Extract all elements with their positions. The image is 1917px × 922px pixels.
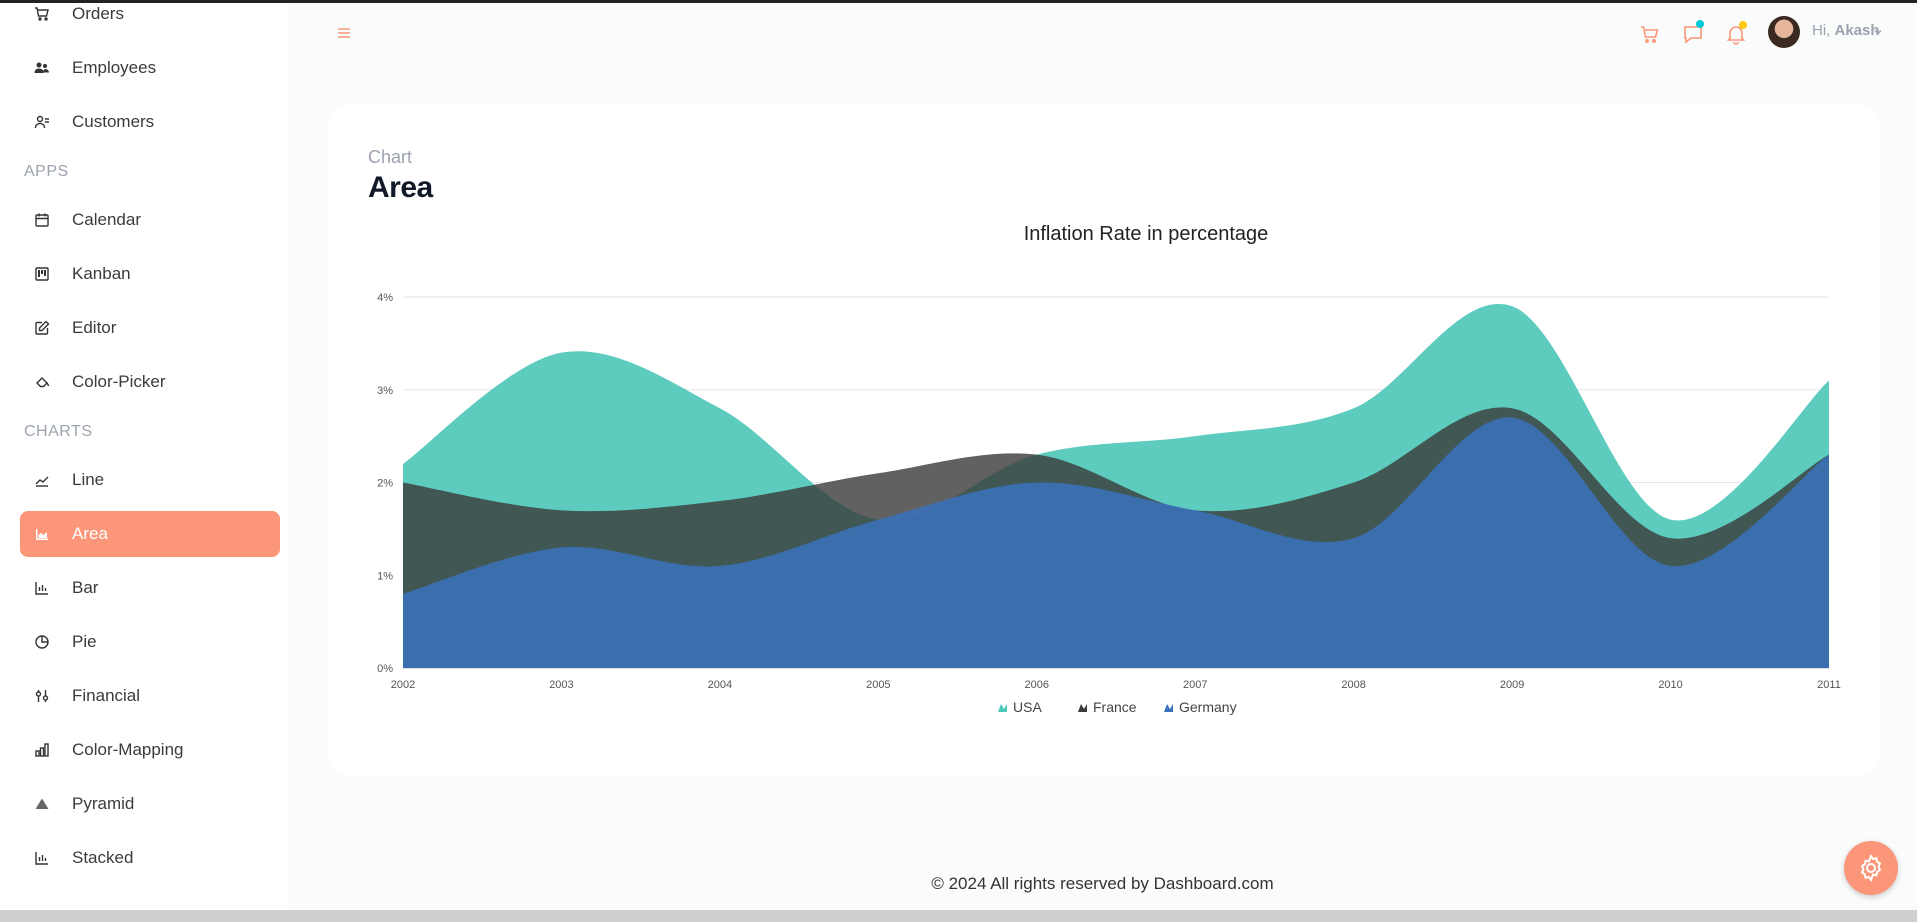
sidebar-item-area[interactable]: Area [20,511,280,557]
sidebar-item-label: Color-Picker [72,372,166,391]
legend-label: France [1093,699,1137,715]
sidebar-item-label: Financial [72,686,141,705]
sidebar-item-label: Customers [72,112,155,131]
pyramid-icon [20,796,64,812]
area-series-germany [403,417,1829,668]
sidebar: Orders Employees Customers APPS Calendar… [0,0,288,910]
username: Akash [1834,22,1880,39]
sidebar-item-stacked[interactable]: Stacked [20,835,280,881]
customers-icon [20,114,64,130]
y-tick-label: 0% [377,663,393,675]
sidebar-item-label: Color-Mapping [72,740,184,759]
y-tick-label: 2% [377,478,393,490]
stacked-icon [20,850,64,866]
sidebar-item-label: Bar [72,578,99,597]
cart-icon [20,6,64,22]
x-tick-label: 2002 [391,679,415,691]
employees-icon [20,60,64,76]
sidebar-item-pie[interactable]: Pie [20,619,280,665]
chat-icon[interactable] [1681,20,1705,46]
sidebar-item-calendar[interactable]: Calendar [20,197,280,243]
sidebar-item-customers[interactable]: Customers [20,99,280,145]
sidebar-item-employees[interactable]: Employees [20,45,280,91]
sidebar-item-color-mapping[interactable]: Color-Mapping [20,727,280,773]
x-tick-label: 2007 [1183,679,1207,691]
sidebar-item-pyramid[interactable]: Pyramid [20,781,280,827]
x-tick-label: 2005 [866,679,890,691]
legend-marker [1164,704,1173,712]
sidebar-item-kanban[interactable]: Kanban [20,251,280,297]
sidebar-item-color-picker[interactable]: Color-Picker [20,359,280,405]
legend-marker [998,704,1007,712]
x-tick-label: 2003 [549,679,573,691]
x-tick-label: 2011 [1817,679,1841,691]
user-greeting[interactable]: Hi, Akash [1812,22,1880,39]
x-tick-label: 2009 [1500,679,1524,691]
greeting-text: Hi, [1812,22,1831,39]
sidebar-item-label: Pyramid [72,794,135,813]
settings-button[interactable] [1844,841,1898,895]
cart-icon[interactable] [1638,22,1662,46]
sidebar-item-financial[interactable]: Financial [20,673,280,719]
chat-notification-dot [1696,20,1704,28]
legend-label: USA [1013,699,1042,715]
y-tick-label: 4% [377,292,393,304]
sidebar-item-label: Employees [72,58,157,77]
sidebar-heading-charts: CHARTS [24,423,93,440]
sidebar-item-label: Pie [72,632,97,651]
sidebar-item-label: Orders [72,4,124,23]
sidebar-item-label: Calendar [72,210,141,229]
line-chart-icon [20,472,64,488]
footer: © 2024 All rights reserved by Dashboard.… [931,874,1274,893]
sidebar-item-line[interactable]: Line [20,457,280,503]
x-tick-label: 2010 [1658,679,1682,691]
area-chart: Inflation Rate in percentage 0% 1% 2% 3% 4% 20… [328,213,1880,733]
legend-marker [1078,704,1087,712]
legend-label: Germany [1179,699,1237,715]
sidebar-item-orders[interactable]: Orders [20,0,280,37]
page-title: Area [368,171,433,204]
chart-title: Inflation Rate in percentage [1024,223,1269,245]
bell-notification-dot [1739,21,1747,29]
gear-icon [1860,853,1882,883]
financial-icon [20,688,64,704]
hamburger-menu-icon[interactable] [332,21,356,45]
sidebar-item-label: Stacked [72,848,134,867]
sidebar-item-label: Editor [72,318,117,337]
bell-icon[interactable] [1724,21,1748,46]
editor-icon [20,320,64,336]
calendar-icon [20,212,64,228]
sidebar-item-label: Area [72,524,108,543]
bar-chart-icon [20,580,64,596]
sidebar-item-bar[interactable]: Bar [20,565,280,611]
y-tick-label: 1% [377,570,393,582]
chart-card: Chart Area Inflation Rate in percentage 0… [328,103,1880,777]
window-top-border [0,0,1917,3]
x-tick-label: 2008 [1341,679,1365,691]
x-tick-label: 2006 [1025,679,1049,691]
sidebar-item-label: Line [72,470,105,489]
kanban-icon [20,266,64,282]
x-tick-label: 2004 [708,679,732,691]
page-category: Chart [368,147,413,167]
sidebar-item-editor[interactable]: Editor [20,305,280,351]
chevron-down-icon[interactable] [1872,25,1884,37]
horizontal-scrollbar[interactable] [0,910,1917,922]
avatar[interactable] [1768,16,1800,48]
color-mapping-icon [20,742,64,758]
sidebar-item-label: Kanban [72,264,131,283]
sidebar-heading-apps: APPS [24,163,69,180]
area-chart-icon [20,526,64,542]
navbar: Hi, Akash [288,3,1917,63]
area-chart-svg: Inflation Rate in percentage 0% 1% 2% 3% 4% 20… [377,223,1841,715]
pie-chart-icon [20,634,64,650]
color-picker-icon [20,374,64,390]
y-tick-label: 3% [377,385,393,397]
